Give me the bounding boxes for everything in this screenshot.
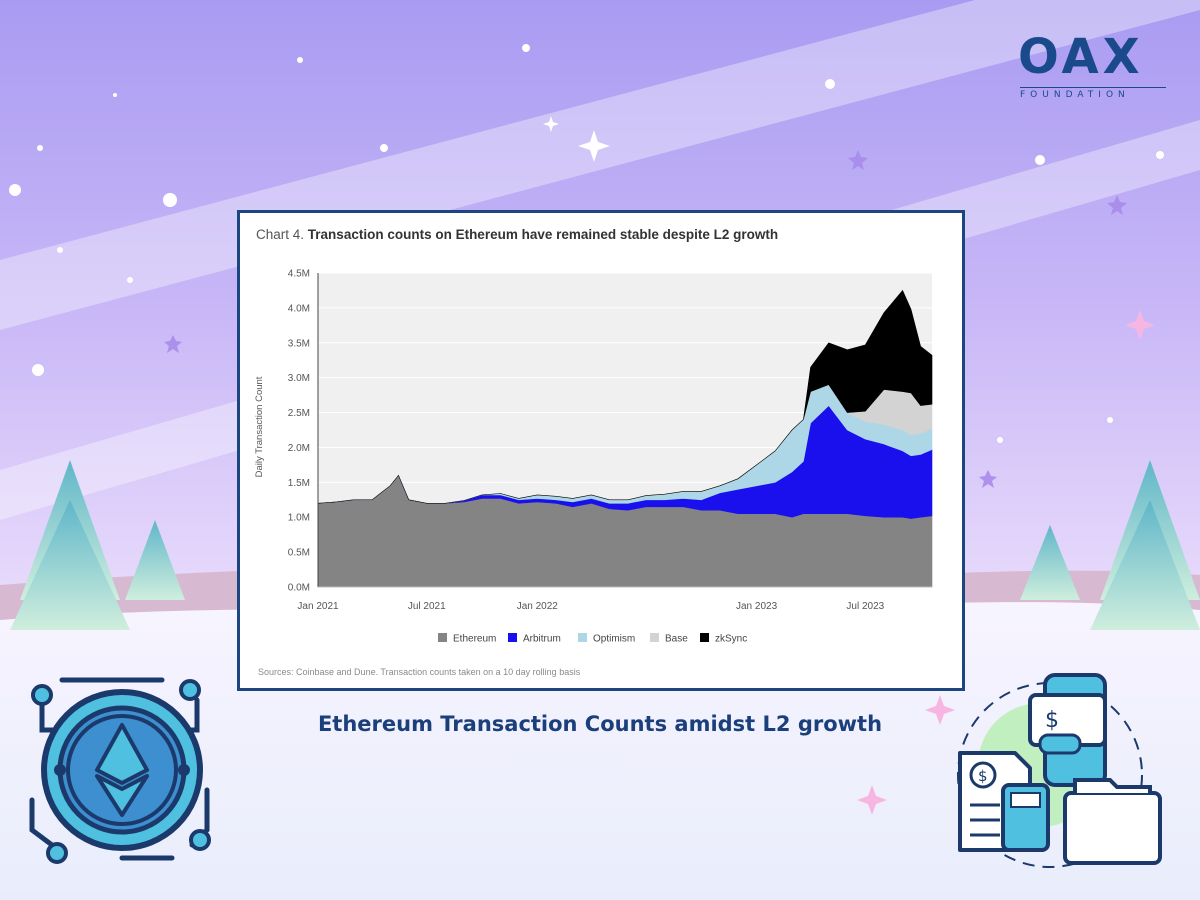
tree-right (1020, 460, 1200, 630)
legend-swatch-base (650, 633, 659, 642)
y-tick-label: 1.5M (288, 478, 310, 489)
legend-swatch-ethereum (438, 633, 447, 642)
y-tick-label: 2.5M (288, 408, 310, 419)
logo-tagline: FOUNDATION (1020, 87, 1166, 100)
legend-swatch-arbitrum (508, 633, 517, 642)
chart-title: Chart 4. Transaction counts on Ethereum … (256, 227, 778, 242)
y-axis-label: Daily Transaction Count (254, 376, 265, 477)
image-caption: Ethereum Transaction Counts amidst L2 gr… (317, 712, 883, 736)
y-tick-label: 4.0M (288, 303, 310, 314)
x-tick-label: Jul 2023 (846, 601, 884, 612)
ethereum-coin-icon (29, 677, 211, 864)
chart-title-text: Transaction counts on Ethereum have rema… (308, 227, 778, 242)
sparkle-icon (543, 116, 610, 162)
x-tick-label: Jan 2022 (517, 601, 559, 612)
chart-source-note: Sources: Coinbase and Dune. Transaction … (258, 667, 581, 677)
chart-card: Chart 4. Transaction counts on Ethereum … (237, 210, 965, 691)
svg-text:$: $ (1045, 708, 1059, 733)
oax-foundation-logo: OAX FOUNDATION (1018, 30, 1168, 106)
x-tick-label: Jan 2023 (736, 601, 778, 612)
legend-label-ethereum: Ethereum (453, 634, 496, 645)
y-tick-label: 4.5M (288, 269, 310, 280)
chart-title-prefix: Chart 4. (256, 227, 304, 242)
legend-swatch-zksync (700, 633, 709, 642)
logo-wordmark: OAX (1018, 29, 1144, 85)
x-tick-label: Jan 2021 (297, 601, 339, 612)
legend-label-arbitrum: Arbitrum (523, 634, 561, 645)
area-zksync (317, 289, 933, 504)
stacked-area-chart: Chart 4. Transaction counts on Ethereum … (254, 227, 933, 677)
legend-label-optimism: Optimism (593, 634, 635, 645)
invoice-documents-icon: $ $ (957, 673, 1162, 868)
y-tick-label: 2.0M (288, 443, 310, 454)
y-tick-label: 0.5M (288, 548, 310, 559)
x-tick-label: Jul 2021 (408, 601, 446, 612)
y-tick-label: 0.0M (288, 583, 310, 594)
legend-swatch-optimism (578, 633, 587, 642)
legend-label-base: Base (665, 634, 688, 645)
tree-left (10, 460, 185, 630)
y-tick-label: 3.0M (288, 373, 310, 384)
legend-label-zksync: zkSync (715, 634, 747, 645)
svg-text:$: $ (978, 767, 988, 785)
y-tick-label: 1.0M (288, 513, 310, 524)
y-tick-label: 3.5M (288, 338, 310, 349)
